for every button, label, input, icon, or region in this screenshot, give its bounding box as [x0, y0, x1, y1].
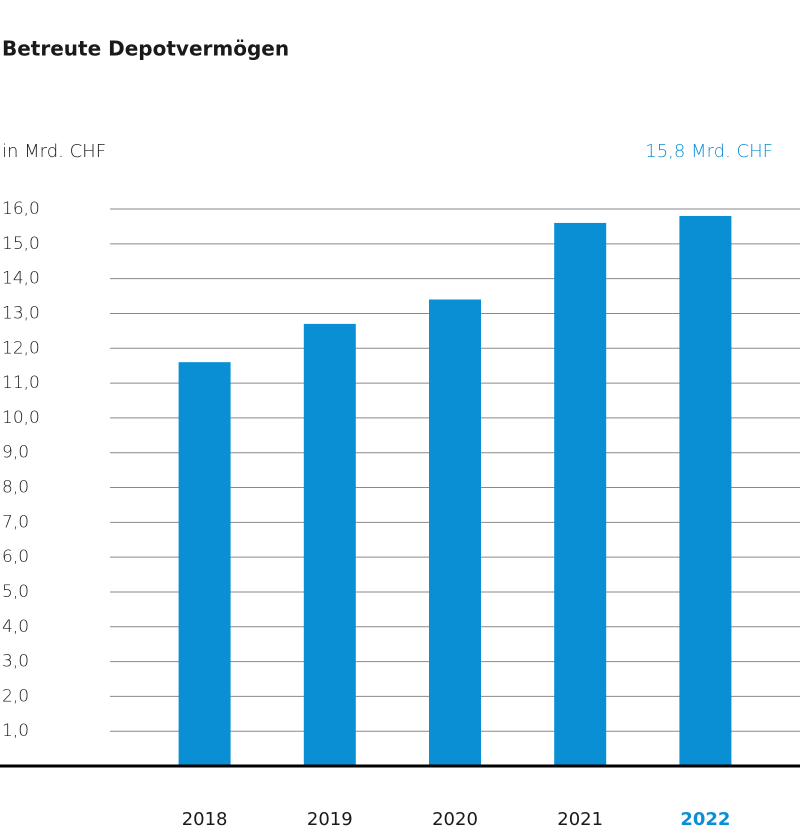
- y-tick-label: 6,0: [2, 547, 29, 567]
- x-tick-label: 2018: [182, 809, 228, 830]
- x-tick-label: 2021: [557, 809, 603, 830]
- y-tick-label: 13,0: [2, 303, 40, 323]
- y-tick-label: 8,0: [2, 478, 29, 498]
- y-tick-label: 4,0: [2, 617, 29, 637]
- bar: [679, 215, 732, 766]
- y-tick-label: 7,0: [2, 512, 29, 532]
- unit-label: in Mrd. CHF: [2, 141, 106, 162]
- y-tick-label: 14,0: [2, 269, 40, 289]
- y-tick-label: 5,0: [2, 582, 29, 602]
- y-tick-label: 1,0: [2, 721, 29, 741]
- y-tick-label: 10,0: [2, 408, 40, 428]
- chart-title: Betreute Depotvermögen: [2, 37, 289, 61]
- x-tick-label: 2019: [307, 809, 353, 830]
- bar: [178, 362, 231, 766]
- x-tick-label: 2022: [680, 809, 730, 830]
- y-tick-label: 12,0: [2, 338, 40, 358]
- y-tick-label: 15,0: [2, 234, 40, 254]
- y-tick-label: 3,0: [2, 652, 29, 672]
- bar: [554, 222, 607, 767]
- annotation: 15,8 Mrd. CHF: [645, 141, 773, 162]
- bar: [429, 299, 481, 766]
- bar: [303, 323, 356, 766]
- y-tick-label: 2,0: [2, 686, 29, 706]
- x-tick-label: 2020: [432, 809, 478, 830]
- y-tick-label: 9,0: [2, 443, 29, 463]
- y-tick-label: 16,0: [2, 199, 40, 219]
- y-tick-label: 11,0: [2, 373, 40, 393]
